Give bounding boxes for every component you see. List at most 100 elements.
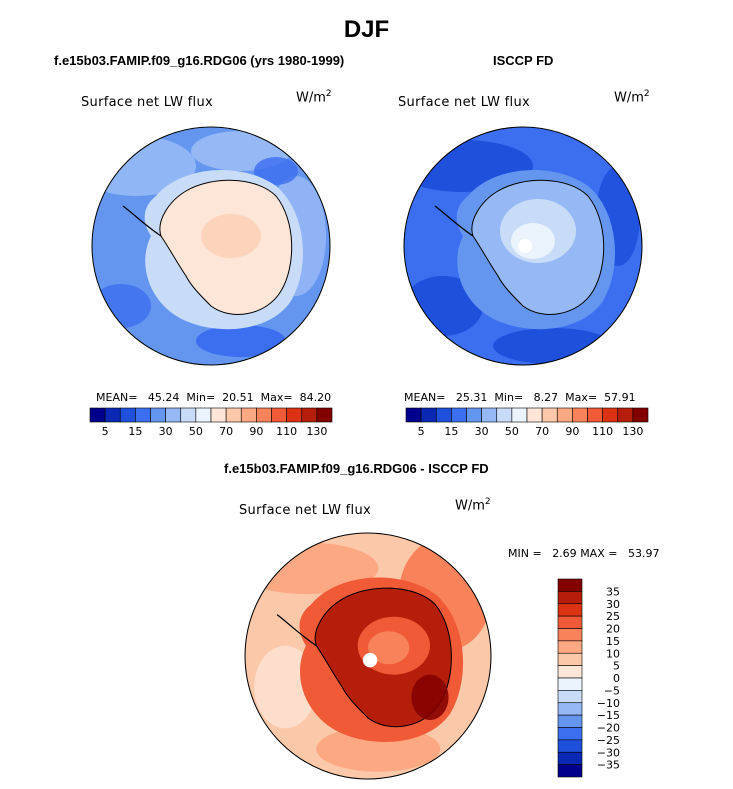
obs-colorbar-swatch: [541, 407, 558, 423]
diff-colorbar-swatch: [557, 603, 583, 617]
model-colorbar-tick-label: 110: [276, 425, 297, 438]
obs-colorbar-swatch: [632, 407, 649, 423]
model-colorbar-tick-label: 50: [189, 425, 203, 438]
diff-colorbar-tick-label: 35: [606, 585, 620, 598]
diff-colorbar-tick-label: 25: [606, 610, 620, 623]
model-colorbar-swatch: [240, 407, 257, 423]
model-peninsula: [122, 205, 162, 237]
obs-units-base: W/m: [614, 90, 644, 106]
diff-colorbar-tick-label: 20: [606, 623, 620, 636]
diff-peninsula: [276, 614, 317, 647]
model-colorbar-tick-label: 30: [159, 425, 173, 438]
diff-colorbar-tick-label: −20: [597, 722, 620, 735]
diff-colorbar-tick-label: −25: [597, 734, 620, 747]
diff-colorbar-swatch: [557, 677, 583, 691]
obs-colorbar-swatch: [435, 407, 452, 423]
model-mean-value: 45.24: [147, 391, 180, 404]
diff-colorbar-swatch: [557, 727, 583, 741]
diff-stats: MIN = 2.69 MAX = 53.97: [508, 547, 659, 560]
model-colorbar-swatch: [165, 407, 182, 423]
diff-colorbar-swatch: [557, 578, 583, 592]
diff-colorbar-swatch: [557, 652, 583, 666]
model-colorbar-swatch: [195, 407, 212, 423]
figure-title: DJF: [343, 16, 390, 43]
diff-colorbar-tick-label: 10: [606, 647, 620, 660]
diff-panel-title: f.e15b03.FAMIP.f09_g16.RDG06 - ISCCP FD: [224, 461, 489, 476]
model-colorbar-tick-label: 90: [249, 425, 263, 438]
obs-mean-value: 25.31: [455, 391, 488, 404]
diff-min-label: MIN =: [508, 547, 542, 560]
diff-colorbar-tick-label: 30: [606, 598, 620, 611]
model-mean-label: MEAN=: [96, 391, 138, 404]
diff-polar-map: [244, 532, 492, 780]
model-colorbar-swatch: [104, 407, 121, 423]
obs-min-value: 8.27: [533, 391, 559, 404]
obs-field-label: Surface net LW flux: [398, 95, 530, 110]
model-colorbar-tick-label: 5: [102, 425, 109, 438]
model-contour-region: [254, 157, 298, 185]
diff-pole-hole: [362, 652, 378, 668]
diff-colorbar-swatch: [557, 690, 583, 704]
model-units-exp: 2: [325, 89, 332, 99]
obs-colorbar-swatch: [617, 407, 634, 423]
obs-peninsula: [434, 205, 474, 237]
model-min-value: 20.51: [222, 391, 254, 404]
model-colorbar-swatch: [301, 407, 318, 423]
diff-colorbar-tick-label: 5: [613, 660, 620, 673]
obs-colorbar-swatch: [496, 407, 513, 423]
diff-min-value: 2.69: [552, 547, 577, 560]
diff-colorbar-swatch: [557, 628, 583, 642]
diff-map-border: [244, 532, 492, 780]
obs-units-exp: 2: [643, 89, 650, 99]
obs-stats: MEAN= 25.31 Min= 8.27 Max= 57.91: [404, 391, 636, 404]
model-colorbar-swatch: [316, 407, 333, 423]
model-contour-region: [196, 325, 286, 357]
obs-colorbar-tick-label: 15: [444, 425, 458, 438]
diff-colorbar-swatch: [557, 751, 583, 765]
model-colorbar-tick-label: 15: [128, 425, 142, 438]
diff-units-base: W/m: [455, 498, 485, 514]
model-colorbar-tick-label: 130: [306, 425, 327, 438]
model-colorbar-swatch: [256, 407, 272, 423]
model-colorbar-swatch: [180, 407, 197, 423]
model-colorbar-swatch: [210, 407, 227, 423]
diff-contour-region: [368, 631, 410, 665]
obs-colorbar-tick-label: 110: [592, 425, 613, 438]
obs-colorbar-swatch: [466, 407, 482, 423]
diff-colorbar-swatch: [557, 665, 583, 679]
model-polar-map: [91, 126, 331, 366]
model-contour-region: [92, 284, 151, 328]
diff-field-label: Surface net LW flux: [239, 503, 371, 518]
obs-colorbar-tick-label: 50: [505, 425, 519, 438]
obs-colorbar-swatch: [405, 407, 422, 423]
obs-contour-region: [511, 223, 555, 259]
diff-colorbar-tick-label: −35: [597, 759, 620, 772]
obs-colorbar-swatch: [511, 407, 528, 423]
obs-min-label: Min=: [494, 391, 524, 404]
obs-colorbar-tick-label: 5: [418, 425, 425, 438]
diff-max-value: 53.97: [627, 547, 660, 560]
diff-max-label: MAX =: [580, 547, 618, 560]
obs-mean-label: MEAN=: [404, 391, 446, 404]
diff-units-exp: 2: [484, 497, 491, 507]
model-units-label: W/m2: [296, 89, 332, 105]
obs-polar-map: [403, 126, 643, 366]
diff-units-label: W/m2: [455, 497, 491, 513]
diff-colorbar-tick-label: −30: [597, 746, 620, 759]
obs-colorbar-swatch: [420, 407, 437, 423]
obs-colorbar-swatch: [572, 407, 588, 423]
diff-colorbar-tick-label: −15: [597, 709, 620, 722]
obs-max-value: 57.91: [604, 391, 636, 404]
model-panel-title: f.e15b03.FAMIP.f09_g16.RDG06 (yrs 1980-1…: [54, 53, 345, 68]
obs-colorbar-tick-label: 130: [622, 425, 643, 438]
model-colorbar-swatch: [89, 407, 106, 423]
obs-units-label: W/m2: [614, 89, 650, 105]
model-map-border: [91, 126, 331, 366]
model-stats: MEAN= 45.24 Min= 20.51 Max= 84.20: [96, 391, 331, 404]
diff-colorbar-swatch: [557, 739, 583, 753]
obs-map-border: [403, 126, 643, 366]
model-max-value: 84.20: [299, 391, 332, 404]
obs-colorbar-swatch: [526, 407, 543, 423]
model-max-label: Max=: [260, 391, 293, 404]
